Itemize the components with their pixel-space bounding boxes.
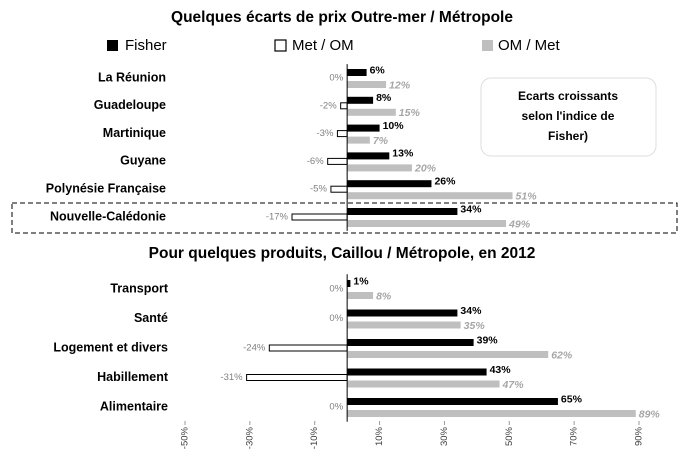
bar [347,321,461,329]
category-label: Habillement [97,370,169,384]
value-label: 0% [329,313,343,324]
value-label: 0% [329,73,343,84]
value-label: -24% [243,343,266,354]
x-tick-label: 90% [634,426,645,446]
bar [347,410,636,417]
legend-marker [274,39,287,52]
bar [327,157,348,165]
value-label: -17% [266,212,289,223]
bar [340,102,348,110]
bar [246,374,348,381]
value-label: 89% [639,408,661,420]
value-label: -2% [320,100,337,111]
bar [336,130,348,138]
x-tick-label: 70% [569,426,580,446]
bar [347,192,513,200]
bar [347,108,396,116]
annotation: Fisher) [548,129,588,143]
x-tick-label: 30% [439,426,450,446]
value-label: -6% [307,156,324,167]
bar [347,398,558,405]
value-label: 35% [464,320,486,332]
value-label: -31% [220,372,243,383]
category-label: Guadeloupe [94,98,166,112]
value-label: 65% [561,393,583,405]
bar [347,136,370,144]
x-tick-label: -30% [244,426,255,449]
bar [347,124,380,132]
value-label: -5% [310,184,327,195]
bar [347,220,507,227]
bar [347,368,487,376]
bar [347,208,458,215]
bar [347,180,432,188]
value-label: 7% [373,135,389,147]
category-label: Logement et divers [53,340,168,354]
value-label: 12% [389,79,411,91]
bar [347,81,387,88]
value-label: 34% [460,203,482,215]
value-label: 39% [477,334,499,346]
category-label: Martinique [103,126,166,140]
category-label: Santé [134,311,168,325]
category-label: Guyane [120,154,166,168]
bar [347,292,374,299]
category-label: Nouvelle-Calédonie [50,209,166,223]
value-label: 0% [329,402,343,413]
value-label: 1% [353,275,369,287]
bar [291,213,348,221]
bar [347,280,351,287]
annotation: selon l'indice de [522,109,615,123]
x-tick-label: -10% [309,426,320,449]
bar [347,164,412,172]
x-tick-label: 10% [374,426,385,446]
bar [347,69,367,76]
legend-label: Fisher [125,37,167,54]
value-label: -3% [317,128,334,139]
x-tick-label: -50% [180,426,191,449]
annotation: Ecarts croissants [518,89,618,103]
chart-title: Quelques écarts de prix Outre-mer / Métr… [171,9,513,26]
value-label: 47% [502,379,525,391]
value-label: 0% [329,284,343,295]
value-label: 43% [490,364,512,376]
value-label: 26% [434,175,456,187]
chart-title: Pour quelques produits, Caillou / Métrop… [149,245,536,262]
bar [347,309,458,317]
value-label: 8% [376,290,392,302]
bar [347,351,549,358]
legend-label: Met / OM [292,37,354,54]
legend-marker [107,40,118,51]
bar [268,344,348,352]
x-tick-label: 50% [504,426,515,446]
category-label: Alimentaire [100,399,168,413]
category-label: Polynésie Française [46,181,166,195]
category-label: La Réunion [98,70,166,84]
value-label: 10% [383,120,405,132]
value-label: 15% [399,107,421,119]
value-label: 6% [370,64,386,76]
value-label: 51% [516,190,538,202]
highlight-box [11,202,678,234]
bar [347,380,500,388]
bar [347,96,374,104]
legend-marker [482,40,493,51]
bar [347,152,390,160]
bar [330,185,348,193]
annotation-box [480,77,657,157]
value-label: 13% [392,148,414,160]
category-label: Transport [110,281,168,295]
value-label: 49% [508,218,531,230]
bar [347,339,474,346]
value-label: 62% [551,349,573,361]
value-label: 8% [376,92,392,104]
value-label: 20% [414,163,437,175]
legend-label: OM / Met [498,37,561,54]
value-label: 34% [460,305,482,317]
